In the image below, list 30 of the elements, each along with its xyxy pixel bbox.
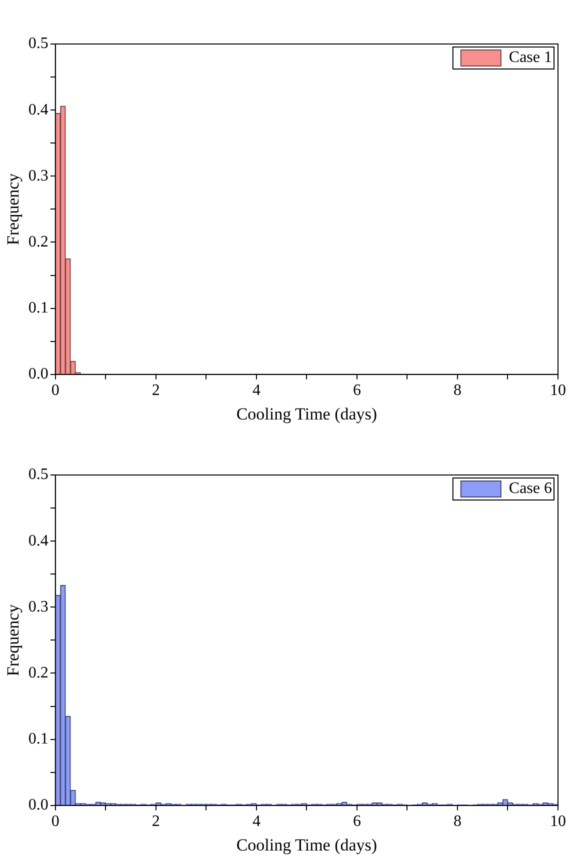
- x-axis-title: Cooling Time (days): [236, 835, 378, 854]
- x-tick-label: 0: [51, 382, 60, 400]
- y-tick-label: 0.5: [28, 35, 48, 52]
- y-axis-title: Frequency: [4, 604, 23, 676]
- y-tick-label: 0.3: [28, 598, 48, 616]
- y-tick-label: 0.1: [28, 730, 48, 748]
- x-tick-label: 6: [352, 382, 361, 400]
- y-tick-label: 0.2: [28, 233, 48, 250]
- x-tick-label: 10: [550, 382, 566, 400]
- x-axis-title: Cooling Time (days): [236, 404, 378, 424]
- y-tick-label: 0.4: [28, 101, 48, 118]
- y-tick-label: 0.3: [28, 167, 48, 184]
- x-tick-label: 2: [152, 382, 160, 400]
- x-tick-label: 6: [352, 813, 361, 830]
- legend-label: Case 6: [508, 480, 552, 498]
- x-tick-label: 2: [152, 813, 160, 830]
- y-tick-label: 0.5: [28, 466, 48, 484]
- y-tick-label: 0.4: [28, 532, 48, 550]
- x-tick-label: 10: [550, 813, 566, 830]
- y-tick-label: 0.2: [28, 664, 48, 682]
- y-tick-label: 0.1: [28, 300, 48, 317]
- x-tick-label: 4: [252, 813, 260, 830]
- y-axis-title: Frequency: [4, 172, 23, 246]
- x-tick-label: 8: [453, 382, 462, 400]
- y-tick-label: 0.0: [28, 796, 48, 814]
- x-tick-label: 4: [252, 382, 260, 400]
- legend-label: Case 1: [508, 49, 552, 66]
- x-tick-label: 8: [453, 813, 462, 830]
- y-tick-label: 0.0: [28, 366, 48, 383]
- x-tick-label: 0: [51, 813, 60, 830]
